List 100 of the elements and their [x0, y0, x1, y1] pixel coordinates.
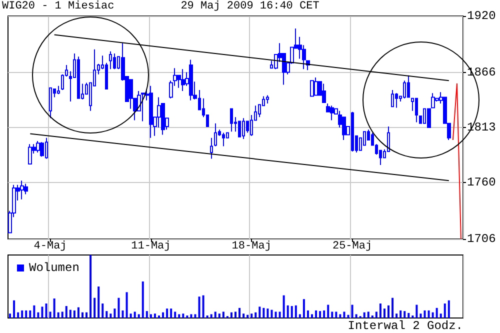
bar	[327, 304, 330, 318]
bar	[126, 292, 128, 318]
bar	[198, 296, 200, 318]
bar	[404, 311, 406, 318]
bar	[420, 314, 422, 318]
bar	[37, 312, 40, 318]
chart-subtitle: 29 Maj 2009 16:40 CET	[180, 0, 320, 12]
bar	[222, 312, 224, 318]
bar	[270, 310, 273, 318]
bar	[444, 304, 446, 318]
bar	[162, 312, 164, 318]
bar	[102, 304, 104, 318]
bar	[246, 314, 249, 318]
bar	[424, 310, 426, 318]
candlestick	[310, 80, 314, 97]
bar	[250, 314, 253, 318]
bar	[383, 308, 386, 318]
bar	[266, 308, 269, 318]
x-tick-label: 18-Maj	[232, 240, 272, 252]
bar	[41, 306, 44, 318]
bar	[396, 314, 398, 318]
text: Interwal 2 Godz.	[348, 319, 463, 333]
candlestick	[403, 80, 406, 99]
bar	[154, 314, 156, 318]
chart-title: WIG20 - 1 Miesiac	[2, 0, 114, 12]
bar	[274, 312, 277, 318]
candlestick	[49, 87, 52, 119]
bar	[190, 314, 192, 318]
bar	[142, 281, 144, 318]
y-tick-label: 1760	[467, 176, 496, 190]
bar	[416, 304, 418, 318]
bar	[29, 310, 32, 318]
bar	[210, 314, 212, 318]
bar	[363, 312, 366, 318]
bar	[379, 304, 382, 318]
bar	[282, 295, 285, 318]
bar	[45, 304, 48, 318]
candlestick	[222, 132, 225, 147]
bar	[86, 312, 88, 318]
candlestick	[113, 53, 116, 70]
bar	[392, 298, 394, 318]
y-tick-label: 1920	[467, 9, 496, 23]
bar	[294, 305, 297, 318]
bar	[49, 312, 52, 318]
candlestick	[214, 122, 217, 147]
bar	[94, 298, 96, 318]
bar	[375, 312, 378, 318]
bar	[106, 311, 108, 318]
bar	[17, 312, 20, 318]
bar	[319, 311, 322, 318]
candlestick	[266, 94, 269, 104]
bar	[178, 314, 180, 318]
bar	[13, 300, 16, 318]
bar	[65, 306, 68, 318]
bar	[448, 300, 450, 318]
candlestick	[407, 74, 410, 98]
bar	[432, 312, 434, 318]
candlestick	[181, 68, 185, 92]
candlestick	[242, 118, 245, 140]
bar	[25, 310, 28, 318]
bar	[331, 312, 334, 318]
candlestick	[431, 92, 435, 108]
x-tick-label: 25-Maj	[332, 240, 372, 252]
bar	[436, 308, 438, 318]
candlestick	[230, 108, 233, 132]
bar	[388, 305, 390, 318]
bar	[77, 307, 80, 318]
candlestick	[391, 89, 394, 108]
bar	[33, 305, 36, 318]
bar	[339, 314, 342, 318]
bar	[9, 314, 12, 318]
bar	[57, 312, 60, 318]
bar	[182, 314, 184, 318]
bar	[234, 312, 236, 318]
bar	[150, 314, 152, 318]
bar	[202, 295, 204, 318]
bar	[90, 255, 92, 318]
bar	[138, 314, 140, 318]
candlestick	[395, 92, 398, 108]
candlestick	[322, 83, 326, 103]
legend-label: Wolumen	[29, 261, 80, 275]
bar	[98, 286, 100, 318]
bar	[53, 298, 56, 318]
bar	[306, 310, 309, 318]
candlestick	[77, 56, 80, 99]
bar	[367, 312, 370, 318]
bar	[254, 312, 257, 318]
bar	[146, 311, 148, 318]
bar	[298, 314, 301, 318]
bar	[440, 314, 442, 318]
bar	[174, 312, 176, 318]
bar	[355, 314, 358, 318]
candlestick	[415, 98, 418, 123]
bar	[258, 306, 261, 318]
bar	[158, 315, 160, 318]
bar	[21, 310, 24, 318]
candlestick	[20, 180, 24, 200]
bar	[262, 308, 265, 318]
y-tick-label: 1706	[467, 232, 496, 246]
bar	[343, 312, 346, 318]
